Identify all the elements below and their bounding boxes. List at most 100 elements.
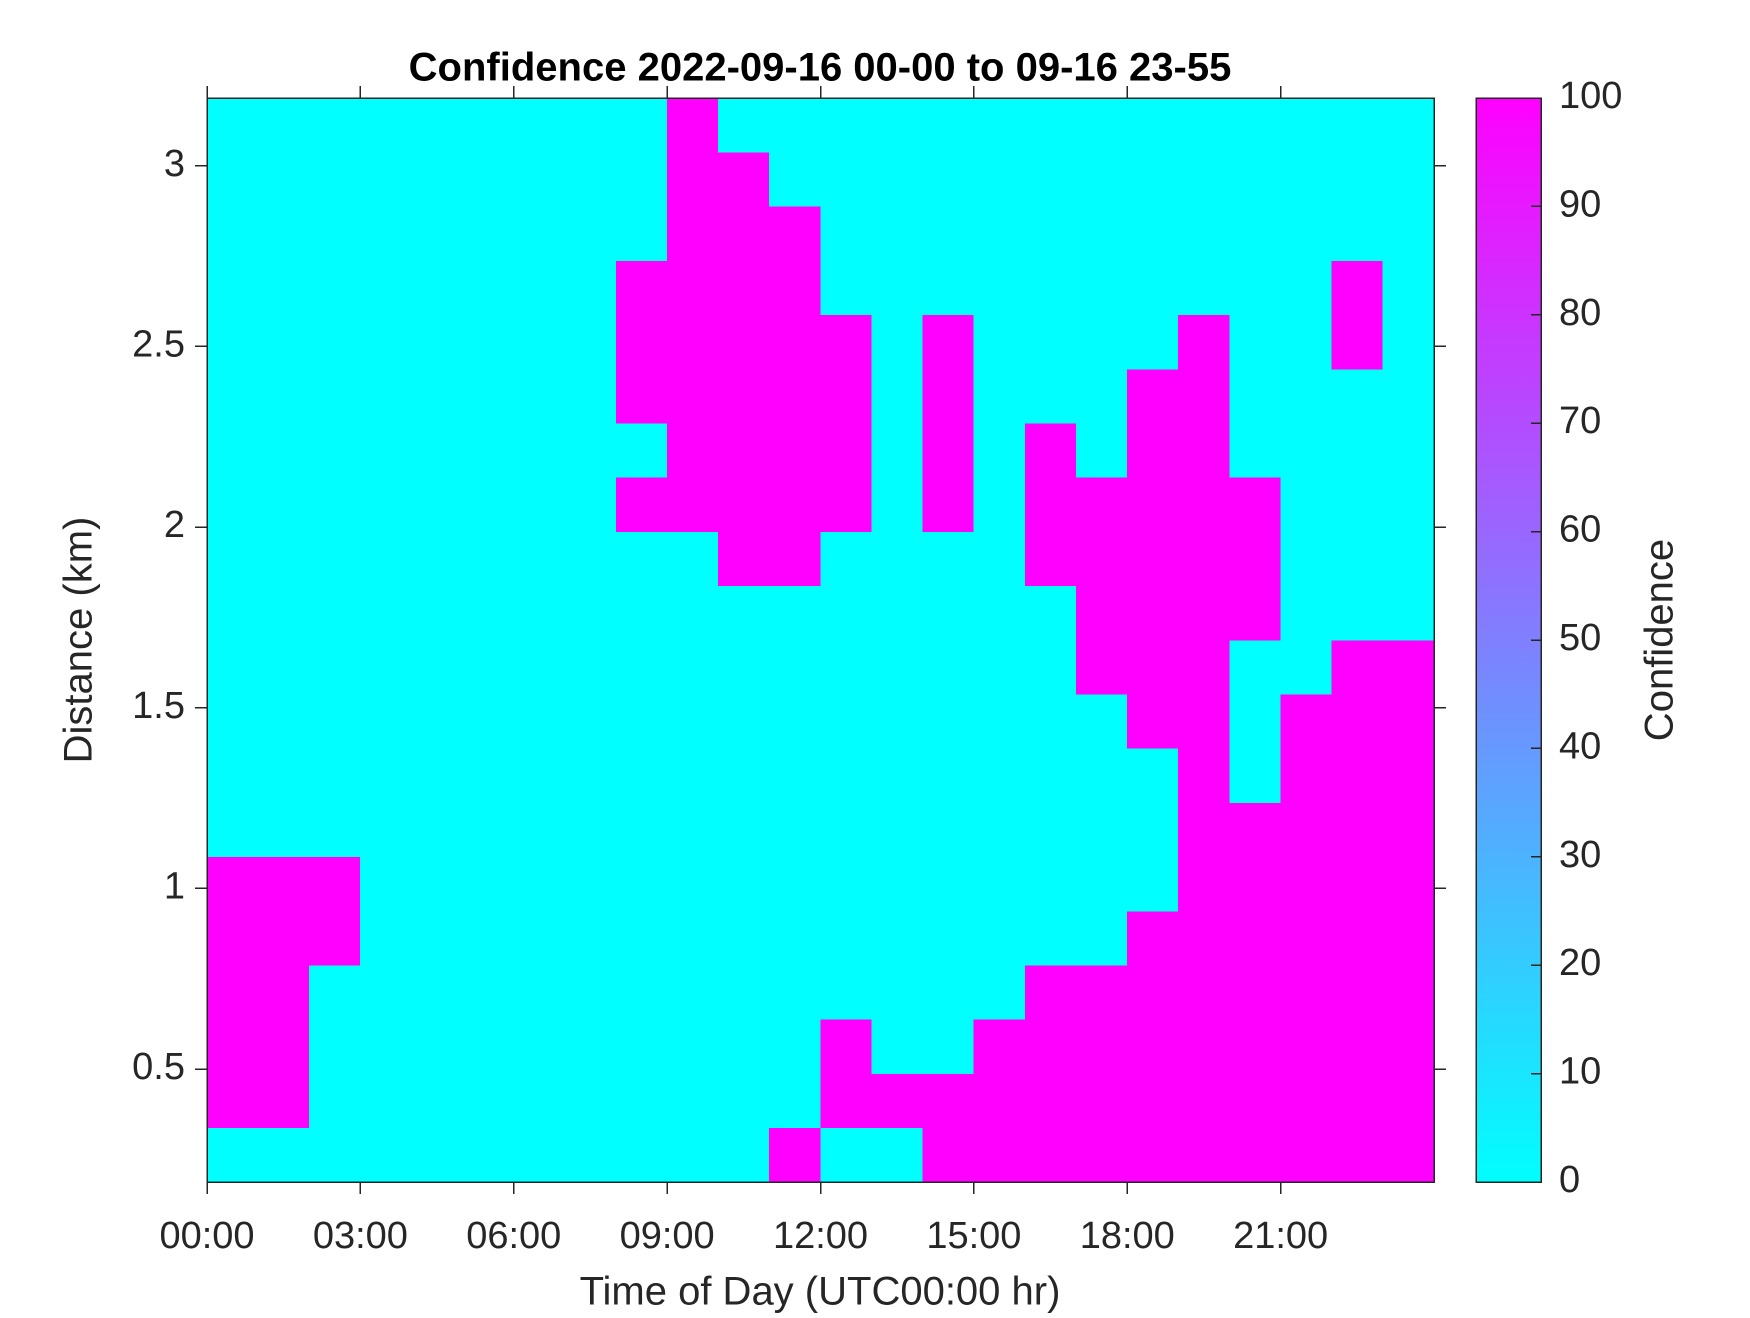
heat-cell	[769, 422, 821, 478]
heat-cell	[513, 856, 566, 912]
heat-cell	[1127, 1073, 1179, 1129]
heat-cell	[411, 97, 463, 153]
heat-cell	[666, 1073, 719, 1129]
heat-cell	[1024, 1019, 1077, 1074]
heat-cell	[309, 802, 361, 858]
heat-cell	[615, 260, 668, 316]
heat-cell	[257, 585, 310, 641]
heat-cell	[1024, 477, 1077, 532]
heat-cell	[1331, 964, 1384, 1020]
heat-cell	[411, 856, 463, 912]
heat-cell	[1331, 477, 1384, 532]
heat-cell	[1075, 748, 1128, 803]
heat-cell	[1331, 314, 1384, 370]
heat-cell	[1229, 802, 1281, 858]
heat-cell	[769, 260, 821, 316]
heat-cell	[1280, 368, 1332, 424]
heat-cell	[973, 748, 1026, 803]
colorbar-tick-label: 20	[1559, 942, 1601, 984]
heat-cell	[462, 477, 514, 532]
heat-cell	[1127, 422, 1179, 478]
heat-cell	[462, 1127, 514, 1183]
heat-cell	[1382, 585, 1435, 641]
heat-cell	[718, 964, 770, 1020]
heat-cell	[411, 585, 463, 641]
heat-cell	[1127, 1019, 1179, 1074]
x-tick-label: 03:00	[313, 1215, 408, 1257]
heat-cell	[718, 802, 770, 858]
heat-cell	[257, 260, 310, 316]
heat-cell	[462, 964, 514, 1020]
heat-cell	[820, 802, 872, 858]
heat-cell	[922, 260, 975, 316]
heat-cell	[718, 748, 770, 803]
heat-cell	[1178, 1073, 1230, 1129]
heat-cell	[1382, 856, 1435, 912]
heat-cell	[1178, 97, 1230, 153]
heat-cell	[462, 856, 514, 912]
heat-cell	[462, 748, 514, 803]
heat-cell	[615, 206, 668, 261]
heat-cell	[922, 151, 975, 207]
heat-cell	[513, 639, 566, 695]
heat-cell	[1331, 206, 1384, 261]
heat-cell	[411, 639, 463, 695]
heat-cell	[1178, 477, 1230, 532]
heat-cell	[871, 910, 923, 966]
heat-cell	[769, 748, 821, 803]
heat-cell	[1382, 910, 1435, 966]
heat-cell	[871, 422, 923, 478]
heat-cell	[1178, 856, 1230, 912]
heat-cell	[666, 748, 719, 803]
heat-cell	[1229, 585, 1281, 641]
heat-cell	[206, 693, 259, 749]
heat-cell	[718, 531, 770, 587]
heat-cell	[769, 693, 821, 749]
heat-cell	[1229, 964, 1281, 1020]
heat-cell	[718, 693, 770, 749]
heat-cell	[718, 97, 770, 153]
heat-cell	[1280, 422, 1332, 478]
heat-cell	[309, 856, 361, 912]
heat-cell	[871, 802, 923, 858]
heat-cell	[973, 1073, 1026, 1129]
y-axis-label: Distance (km)	[57, 517, 101, 764]
heat-cell	[1024, 639, 1077, 695]
heat-cell	[666, 314, 719, 370]
heat-cell	[615, 1019, 668, 1074]
heat-cell	[1075, 97, 1128, 153]
heat-cell	[1075, 964, 1128, 1020]
y-tick-label: 3	[164, 143, 185, 185]
heat-cell	[1280, 206, 1332, 261]
heat-cell	[1127, 964, 1179, 1020]
heat-cell	[1229, 477, 1281, 532]
heat-cell	[206, 477, 259, 532]
heat-cell	[206, 910, 259, 966]
heat-cell	[1382, 1073, 1435, 1129]
heat-cell	[1382, 206, 1435, 261]
heat-cell	[922, 206, 975, 261]
heat-cell	[206, 802, 259, 858]
heat-cell	[718, 856, 770, 912]
heat-cell	[1178, 151, 1230, 207]
heat-cell	[1331, 910, 1384, 966]
heat-cell	[718, 1019, 770, 1074]
x-axis-label: Time of Day (UTC00:00 hr)	[580, 1270, 1061, 1313]
heat-cell	[1024, 964, 1077, 1020]
heat-cell	[564, 910, 617, 966]
heat-cell	[1075, 693, 1128, 749]
colorbar-label: Confidence	[1638, 539, 1682, 741]
x-tick-label: 06:00	[466, 1215, 561, 1257]
y-tick-label: 1	[164, 865, 185, 907]
heat-cell	[1229, 151, 1281, 207]
heat-cell	[360, 206, 412, 261]
heat-cell	[1075, 856, 1128, 912]
heat-cell	[1382, 97, 1435, 153]
heat-cell	[1024, 97, 1077, 153]
heat-cell	[1127, 206, 1179, 261]
heat-cell	[922, 639, 975, 695]
heat-cell	[513, 151, 566, 207]
heat-cell	[1127, 1127, 1179, 1183]
